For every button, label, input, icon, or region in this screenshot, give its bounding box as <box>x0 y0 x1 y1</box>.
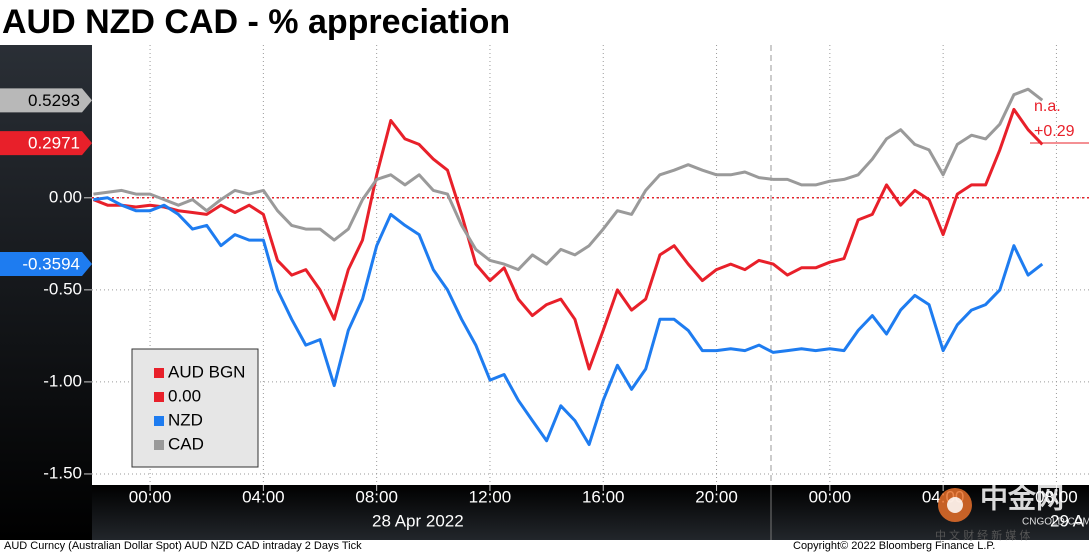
series-line <box>93 87 1044 272</box>
y-tick-label: -0.50 <box>43 279 82 298</box>
x-tick-label: 12:00 <box>469 487 512 506</box>
footer-left: AUD Curncy (Australian Dollar Spot) AUD … <box>4 540 362 552</box>
legend-swatch <box>154 392 164 402</box>
left-axis-panel <box>0 45 92 540</box>
annotation: +0.29 <box>1034 123 1075 140</box>
value-tag <box>0 251 92 276</box>
legend-label: 0.00 <box>168 386 201 405</box>
date-label: 29 A <box>1050 511 1085 530</box>
overlay: -1.50 -1.00 -0.50 0.00 00:00 04:00 08:00 12:00 1… <box>0 88 1089 552</box>
watermark-name: 中金网 <box>980 481 1064 513</box>
x-tick-label: 08:00 <box>355 487 398 506</box>
plot-lines <box>92 87 1044 446</box>
x-tick-label: 08:00 <box>1035 487 1078 506</box>
legend-box <box>131 348 259 468</box>
legend-label: NZD <box>168 410 203 429</box>
value-tag-label: 0.5293 <box>28 91 80 110</box>
legend-label: AUD BGN <box>168 362 245 381</box>
value-tag-label: 0.2971 <box>28 134 80 153</box>
series-line <box>92 107 1044 371</box>
series-line <box>93 196 1044 446</box>
legend-label: CAD <box>168 434 204 453</box>
watermark-logo-inner <box>947 497 963 513</box>
value-tag <box>0 131 92 156</box>
annotation: n.a. <box>1034 98 1061 115</box>
watermark-site: CNGOLD.COM <box>1022 517 1089 528</box>
x-tick-label: 20:00 <box>695 487 738 506</box>
value-tag <box>0 88 92 113</box>
y-tick-label: -1.50 <box>43 463 82 482</box>
chart-title: AUD NZD CAD - % appreciation <box>2 3 510 41</box>
grid <box>92 45 1089 485</box>
x-tick-label: 00:00 <box>129 487 172 506</box>
legend-swatch <box>154 416 164 426</box>
y-tick-label: 0.00 <box>49 187 82 206</box>
x-tick-label: 00:00 <box>809 487 852 506</box>
footer-right: Copyright© 2022 Bloomberg Finance L.P. <box>793 540 995 552</box>
y-tick-label: -1.00 <box>43 371 82 390</box>
legend-swatch <box>154 368 164 378</box>
legend-swatch <box>154 440 164 450</box>
bottom-axis-panel <box>92 485 1089 540</box>
x-tick-label: 04:00 <box>242 487 285 506</box>
date-label: 28 Apr 2022 <box>372 511 464 530</box>
watermark-slogan: 中 文 财 经 新 媒 体 <box>935 528 1030 542</box>
value-tag-label: -0.3594 <box>22 254 80 273</box>
x-tick-label: 16:00 <box>582 487 625 506</box>
